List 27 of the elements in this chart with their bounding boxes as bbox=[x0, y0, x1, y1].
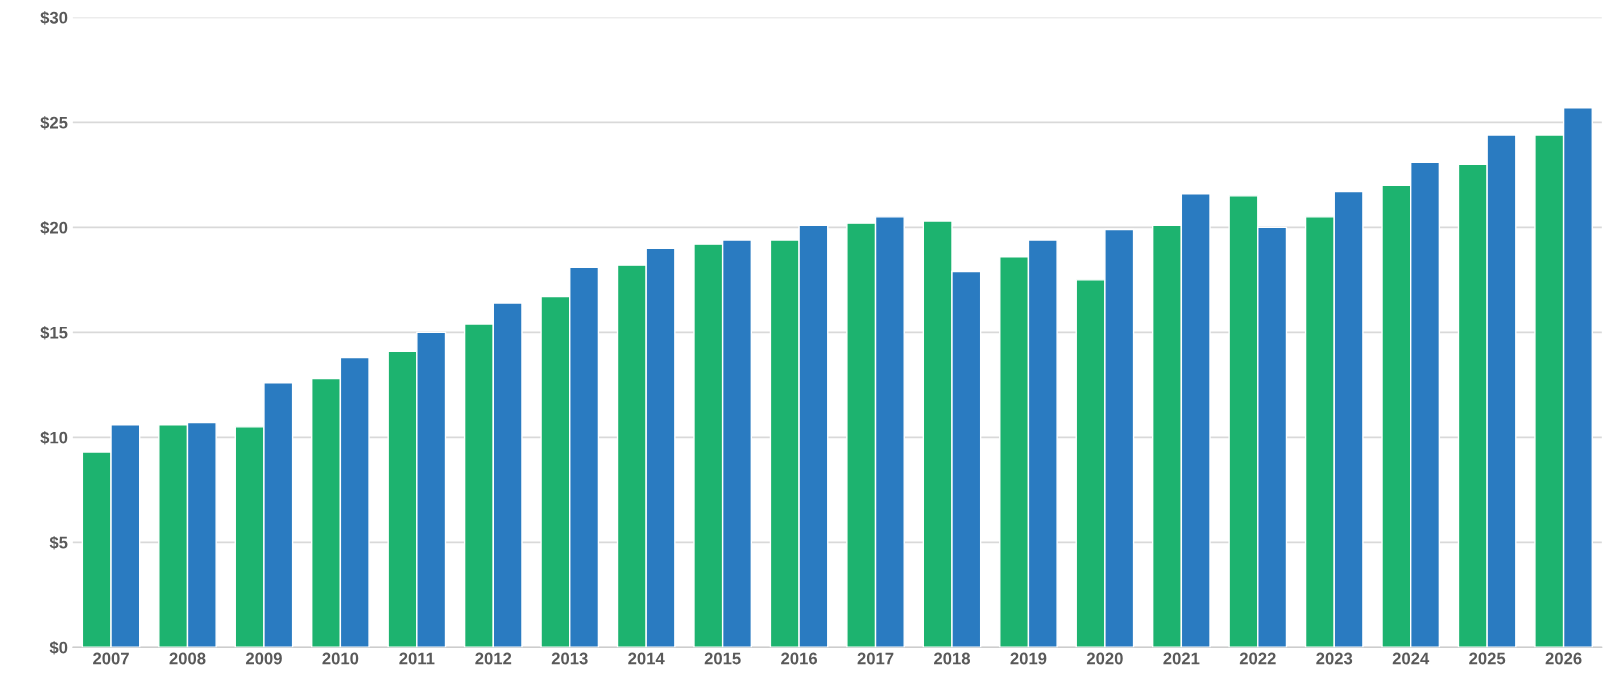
x-tick-label: 2021 bbox=[1163, 652, 1200, 665]
x-tick-label: 2015 bbox=[704, 652, 741, 665]
y-tick-label: $5 bbox=[49, 535, 68, 550]
y-tick-label: $20 bbox=[40, 221, 68, 235]
x-tick-label: 2011 bbox=[399, 652, 435, 665]
x-tick-label: 2020 bbox=[1086, 652, 1123, 665]
x-tick-label: 2008 bbox=[169, 652, 206, 665]
x-tick-label: 2014 bbox=[628, 652, 665, 665]
x-tick-label: 2024 bbox=[1392, 652, 1430, 665]
x-tick-label: 2016 bbox=[781, 652, 818, 665]
x-tick-label: 2012 bbox=[475, 652, 512, 665]
x-tick-label: 2019 bbox=[1010, 652, 1047, 665]
y-tick-label: $10 bbox=[40, 430, 68, 445]
y-tick-label: $15 bbox=[40, 326, 68, 340]
x-tick-label: 2009 bbox=[245, 652, 282, 665]
y-tick-label: $30 bbox=[40, 11, 68, 25]
x-tick-label: 2010 bbox=[322, 652, 359, 665]
x-tick-label: 2022 bbox=[1239, 652, 1276, 665]
x-tick-label: 2025 bbox=[1469, 652, 1506, 665]
x-tick-label: 2017 bbox=[857, 652, 894, 665]
y-tick-label: $25 bbox=[40, 116, 68, 130]
x-tick-label: 2013 bbox=[551, 652, 588, 665]
y-tick-label: $0 bbox=[49, 640, 68, 655]
x-tick-label: 2023 bbox=[1316, 652, 1353, 665]
x-tick-label: 2026 bbox=[1545, 652, 1582, 665]
x-tick-label: 2007 bbox=[93, 652, 129, 665]
x-tick-label: 2018 bbox=[934, 652, 971, 665]
